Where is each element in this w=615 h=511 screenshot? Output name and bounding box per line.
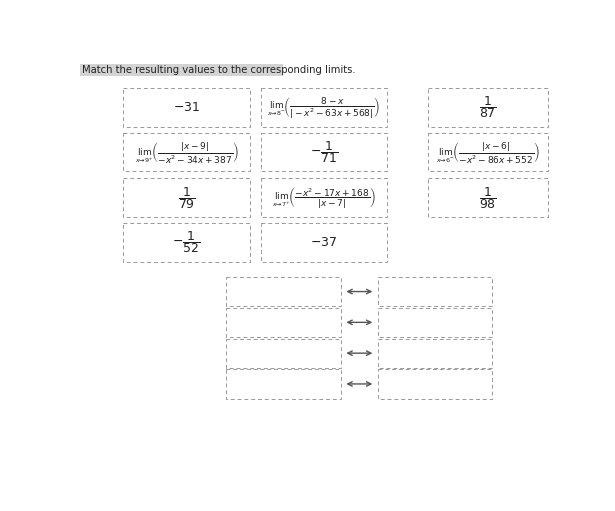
Text: $\dfrac{1}{79}$: $\dfrac{1}{79}$ (178, 184, 196, 211)
Text: $\lim_{x \to 6^-}\!\left(\dfrac{|x-6|}{-x^2 - 86x + 552}\right)$: $\lim_{x \to 6^-}\!\left(\dfrac{|x-6|}{-… (436, 140, 540, 165)
FancyBboxPatch shape (124, 223, 250, 262)
Text: $-\dfrac{1}{52}$: $-\dfrac{1}{52}$ (172, 229, 200, 255)
FancyBboxPatch shape (428, 178, 548, 217)
FancyBboxPatch shape (261, 223, 387, 262)
FancyBboxPatch shape (261, 88, 387, 127)
Text: Match the resulting values to the corresponding limits.: Match the resulting values to the corres… (82, 65, 356, 75)
Text: $\lim_{x \to 8^-}\!\left(\dfrac{8-x}{|-x^2 - 63x + 568|}\right)$: $\lim_{x \to 8^-}\!\left(\dfrac{8-x}{|-x… (267, 95, 381, 120)
FancyBboxPatch shape (226, 308, 341, 337)
FancyBboxPatch shape (226, 338, 341, 368)
FancyBboxPatch shape (80, 64, 283, 76)
Text: $-37$: $-37$ (310, 236, 338, 249)
FancyBboxPatch shape (378, 369, 492, 399)
FancyBboxPatch shape (124, 178, 250, 217)
FancyBboxPatch shape (378, 308, 492, 337)
FancyBboxPatch shape (261, 133, 387, 171)
Text: $-\dfrac{1}{71}$: $-\dfrac{1}{71}$ (309, 139, 338, 165)
Text: $\lim_{x \to 9^+}\!\left(\dfrac{|x-9|}{-x^2 - 34x + 387}\right)$: $\lim_{x \to 9^+}\!\left(\dfrac{|x-9|}{-… (135, 140, 239, 165)
Text: $\dfrac{1}{87}$: $\dfrac{1}{87}$ (479, 95, 497, 121)
Text: $\dfrac{1}{98}$: $\dfrac{1}{98}$ (479, 184, 497, 211)
FancyBboxPatch shape (226, 277, 341, 306)
FancyBboxPatch shape (428, 133, 548, 171)
Text: $\lim_{x \to 7^+}\!\left(\dfrac{-x^2 - 17x + 168}{|x-7|}\right)$: $\lim_{x \to 7^+}\!\left(\dfrac{-x^2 - 1… (272, 185, 376, 210)
FancyBboxPatch shape (226, 369, 341, 399)
FancyBboxPatch shape (428, 88, 548, 127)
FancyBboxPatch shape (378, 277, 492, 306)
FancyBboxPatch shape (378, 338, 492, 368)
FancyBboxPatch shape (124, 133, 250, 171)
FancyBboxPatch shape (124, 88, 250, 127)
FancyBboxPatch shape (261, 178, 387, 217)
Text: $-31$: $-31$ (173, 101, 200, 114)
